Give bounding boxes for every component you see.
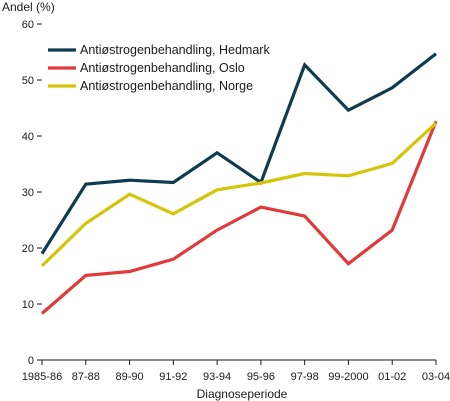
x-axis-title: Diagnoseperiode — [197, 387, 288, 401]
legend: Antiøstrogenbehandling, Hedmark Antiøstro… — [48, 43, 270, 93]
y-tick-label: 20 — [22, 243, 34, 255]
x-tick-label: 89-90 — [115, 371, 143, 383]
x-tick-label: 01-02 — [378, 371, 406, 383]
x-tick-label: 03-04 — [422, 371, 450, 383]
x-tick-label: 95-96 — [247, 371, 275, 383]
y-tick-label: 50 — [22, 75, 34, 87]
legend-label: Antiøstrogenbehandling, Norge — [80, 79, 253, 93]
y-tick-label: 0 — [28, 355, 34, 367]
series-line-0 — [40, 52, 437, 255]
legend-label: Antiøstrogenbehandling, Hedmark — [80, 43, 270, 57]
x-tick-label: 97-98 — [291, 371, 319, 383]
y-tick-label: 30 — [22, 187, 34, 199]
x-tick-label: 87-88 — [72, 371, 100, 383]
x-tick-label: 1985-86 — [22, 371, 62, 383]
y-tick-label: 40 — [22, 131, 34, 143]
series-line-1 — [40, 120, 438, 315]
x-tick-label: 91-92 — [159, 371, 187, 383]
y-tick-label: 10 — [22, 299, 34, 311]
x-tick-label: 93-94 — [203, 371, 231, 383]
y-axis: 0 10 20 30 40 50 60 — [22, 19, 42, 367]
x-tick-label: 99-2000 — [328, 371, 368, 383]
series-line-2 — [40, 121, 438, 268]
y-axis-title: Andel (%) — [2, 0, 55, 14]
y-tick-label: 60 — [22, 19, 34, 31]
x-axis: 1985-86 87-88 89-90 91-92 93-94 95-96 97-98 99-… — [22, 360, 450, 383]
legend-label: Antiøstrogenbehandling, Oslo — [80, 61, 245, 75]
series-lines — [40, 52, 438, 315]
